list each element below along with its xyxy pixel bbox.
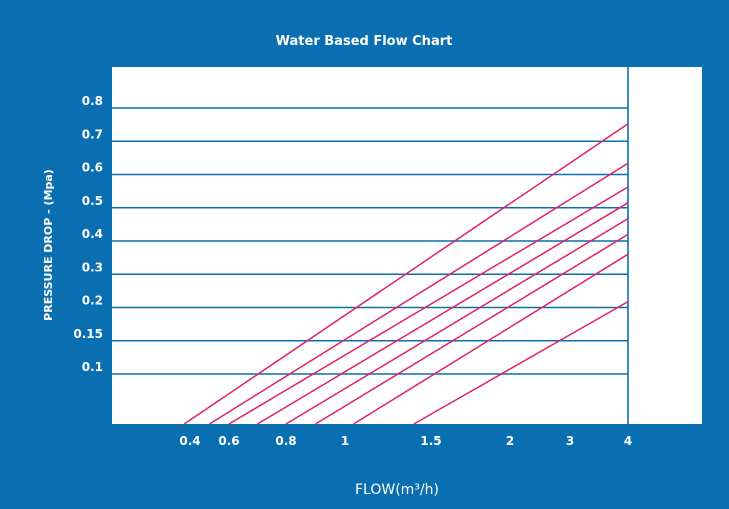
series-label-3m: 3 m — [667, 133, 690, 146]
y-tick-0.8: 0.8 — [82, 94, 103, 108]
y-tick-0.7: 0.7 — [82, 127, 103, 141]
x-tick-labels: 0.4 0.6 0.8 1 1.5 2 3 4 — [179, 434, 632, 448]
series-label-20m: 20 m — [659, 189, 690, 202]
y-tick-0.3: 0.3 — [82, 260, 103, 274]
x-tick-3: 3 — [566, 434, 574, 448]
y-tick-0.1: 0.1 — [82, 360, 103, 374]
y-axis-label: PRESSURE DROP - (Mpa) — [42, 169, 55, 321]
series-labels: 1 m 3 m 5 m 10 m 20 m 30 m 50 m 75 m — [659, 108, 690, 267]
series-line-75m — [413, 300, 629, 425]
x-axis-label: FLOW(m³/h) — [355, 482, 439, 498]
series-line-50m — [353, 253, 629, 425]
series-label-30m: 30 m — [659, 205, 690, 218]
series-label-10m: 10 m — [659, 174, 690, 187]
x-tick-0.6: 0.6 — [218, 434, 239, 448]
y-tick-0.5: 0.5 — [82, 194, 103, 208]
y-gridlines — [112, 67, 629, 424]
x-tick-0.4: 0.4 — [179, 434, 200, 448]
series-line-30m — [315, 233, 629, 425]
plot-area — [112, 67, 702, 424]
series-line-10m — [257, 202, 629, 425]
x-tick-2: 2 — [506, 434, 514, 448]
series-label-50m: 50 m — [659, 223, 690, 236]
series-line-20m — [285, 217, 629, 425]
series-lines — [183, 123, 629, 425]
series-label-75m: 75 m — [659, 254, 690, 267]
y-tick-0.15: 0.15 — [73, 327, 103, 341]
y-tick-0.4: 0.4 — [82, 227, 103, 241]
series-label-5m: 5 m — [667, 157, 690, 170]
y-tick-labels: 0.1 0.15 0.2 0.3 0.4 0.5 0.6 0.7 0.8 — [73, 94, 103, 374]
x-tick-0.8: 0.8 — [275, 434, 296, 448]
x-tick-1.5: 1.5 — [420, 434, 441, 448]
x-tick-1: 1 — [341, 434, 349, 448]
y-tick-0.2: 0.2 — [82, 294, 103, 308]
y-tick-0.6: 0.6 — [82, 161, 103, 175]
series-line-1m — [183, 123, 629, 425]
series-label-1m: 1 m — [667, 108, 690, 121]
series-line-5m — [228, 186, 629, 425]
series-line-3m — [209, 162, 629, 425]
chart-title: Water Based Flow Chart — [276, 34, 453, 49]
x-tick-4: 4 — [624, 434, 632, 448]
